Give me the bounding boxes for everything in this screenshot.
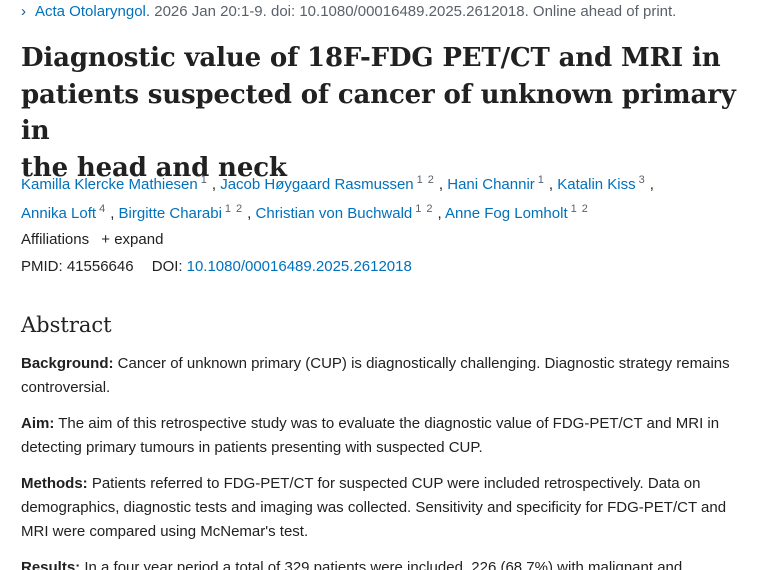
- author-affiliation-refs: 4: [99, 203, 110, 215]
- affiliation-ref-link[interactable]: 1: [415, 203, 422, 215]
- section-text: Patients referred to FDG-PET/CT for susp…: [21, 475, 727, 540]
- abstract-methods: Methods: Patients referred to FDG-PET/CT…: [21, 472, 743, 544]
- affiliation-ref-link[interactable]: 2: [236, 203, 243, 215]
- affiliation-ref-link[interactable]: 1: [416, 174, 423, 186]
- expand-button[interactable]: + expand: [101, 231, 163, 248]
- section-text: The aim of this retrospective study was …: [21, 415, 720, 456]
- author-item: Annika Loft 4: [21, 203, 110, 222]
- article-identifiers: PMID: 41556646 DOI: 10.1080/00016489.2025…: [21, 258, 412, 275]
- article-title: Diagnostic value of 18F-FDG PET/CT and M…: [21, 40, 743, 186]
- pmid-value: 41556646: [66, 258, 134, 275]
- author-list: Kamilla Klercke Mathiesen 1, Jacob Høygaa…: [21, 168, 743, 226]
- section-label: Aim:: [21, 415, 55, 432]
- affiliation-ref-link[interactable]: 4: [99, 203, 106, 215]
- affiliation-ref-link[interactable]: 1: [200, 174, 207, 186]
- title-line: the head and neck: [21, 152, 287, 183]
- author-link[interactable]: Kamilla Klercke Mathiesen: [21, 176, 198, 193]
- affiliation-ref-link[interactable]: 1: [570, 203, 577, 215]
- title-line: patients suspected of cancer of unknown …: [21, 79, 736, 147]
- author-link[interactable]: Hani Channir: [447, 176, 535, 193]
- section-label: Results:: [21, 559, 81, 570]
- author-affiliation-refs: 1: [201, 174, 212, 186]
- author-line: Annika Loft 4, Birgitte Charabi 1 2, Christ…: [21, 197, 743, 226]
- title-line: Diagnostic value of 18F-FDG PET/CT and M…: [21, 43, 721, 73]
- citation-line: › Acta Otolaryngol. 2026 Jan 20:1-9. doi:…: [21, 3, 676, 20]
- affiliation-ref-link[interactable]: 1: [537, 174, 544, 186]
- author-item: Christian von Buchwald 1 2: [255, 203, 438, 222]
- plus-icon: +: [101, 231, 111, 248]
- author-item: Birgitte Charabi 1 2: [118, 203, 248, 222]
- affiliation-ref-link[interactable]: 2: [427, 174, 434, 186]
- author-link[interactable]: Jacob Høygaard Rasmussen: [220, 176, 414, 193]
- affiliations-toggle[interactable]: Affiliations + expand: [21, 231, 163, 248]
- author-link[interactable]: Birgitte Charabi: [118, 205, 222, 222]
- author-affiliation-refs: 3: [639, 174, 650, 186]
- author-affiliation-refs: 1: [538, 174, 549, 186]
- doi-link[interactable]: 10.1080/00016489.2025.2612018: [186, 258, 412, 275]
- affiliation-ref-link[interactable]: 2: [581, 203, 588, 215]
- abstract-heading: Abstract: [21, 313, 112, 337]
- chevron-right-icon: ›: [21, 3, 26, 20]
- pmid-label: PMID:: [21, 258, 63, 275]
- expand-label: expand: [114, 231, 164, 248]
- affiliation-ref-link[interactable]: 1: [224, 203, 232, 215]
- section-text: Cancer of unknown primary (CUP) is diagn…: [21, 355, 730, 396]
- section-label: Methods:: [21, 475, 88, 492]
- author-link[interactable]: Annika Loft: [21, 205, 97, 222]
- author-item: Jacob Høygaard Rasmussen 1 2: [220, 174, 439, 193]
- abstract-results: Results: In a four year period a total o…: [21, 556, 743, 570]
- author-link[interactable]: Katalin Kiss: [557, 176, 636, 193]
- author-item: Hani Channir 1: [447, 174, 549, 193]
- abstract-background: Background: Cancer of unknown primary (C…: [21, 352, 743, 400]
- author-item: Kamilla Klercke Mathiesen 1: [21, 174, 212, 193]
- author-link[interactable]: Christian von Buchwald: [255, 205, 413, 222]
- section-text: In a four year period a total of 329 pat…: [80, 559, 683, 570]
- author-line: Kamilla Klercke Mathiesen 1, Jacob Høygaa…: [21, 174, 654, 193]
- abstract-aim: Aim: The aim of this retrospective study…: [21, 412, 743, 460]
- author-item: Katalin Kiss 3: [557, 174, 650, 193]
- affiliation-ref-link[interactable]: 2: [426, 203, 433, 215]
- author-link[interactable]: Anne Fog Lomholt: [445, 205, 568, 222]
- citation-details: 2026 Jan 20:1-9. doi: 10.1080/00016489.2…: [150, 3, 677, 20]
- journal-link[interactable]: Acta Otolaryngol.: [35, 3, 151, 20]
- author-item: Anne Fog Lomholt 1 2: [445, 203, 593, 222]
- affiliations-label: Affiliations: [21, 231, 90, 248]
- section-label: Background:: [21, 355, 114, 372]
- affiliation-ref-link[interactable]: 3: [638, 174, 645, 186]
- doi-label: DOI:: [151, 258, 183, 275]
